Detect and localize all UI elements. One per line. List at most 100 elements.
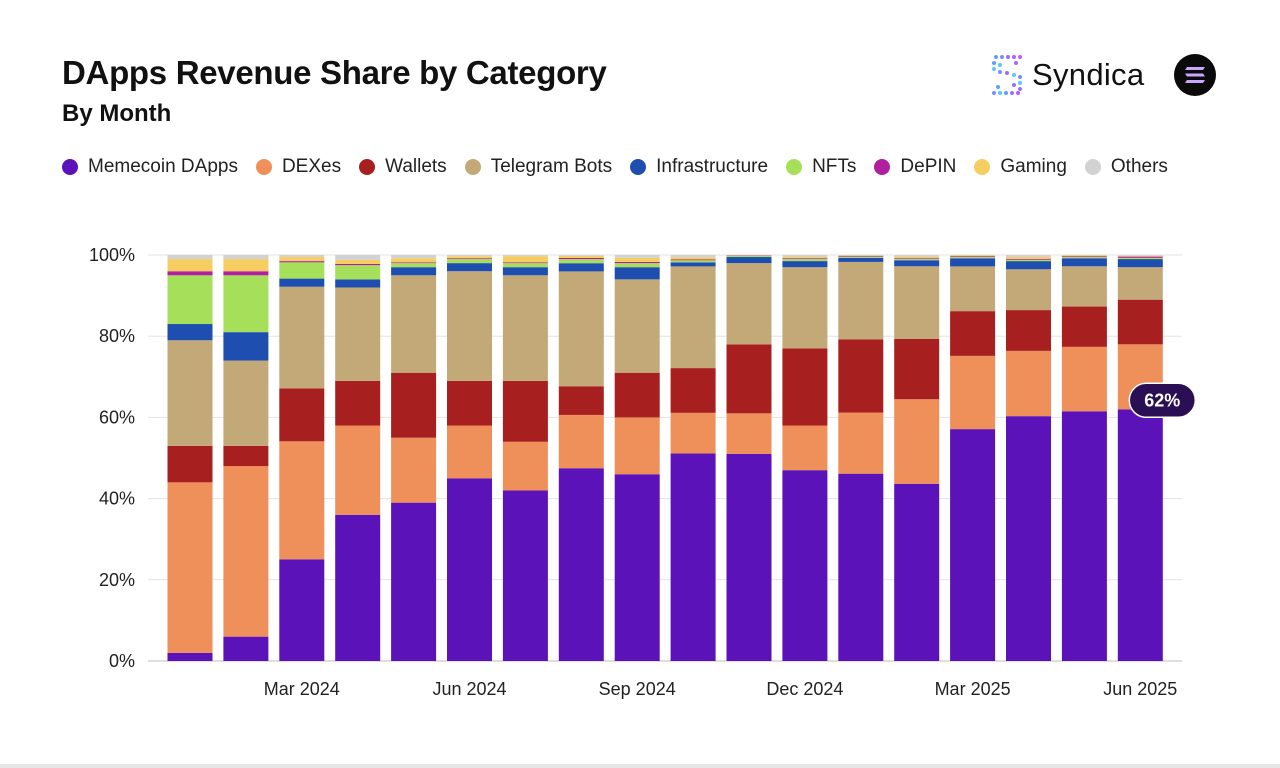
bar-segment	[726, 263, 772, 345]
bar-segment	[670, 260, 716, 263]
bar-segment	[1117, 255, 1163, 256]
bar-segment	[614, 417, 660, 475]
bar-segment	[335, 255, 381, 260]
legend-item: NFTs	[786, 156, 856, 178]
bar-segment	[1117, 257, 1163, 260]
bar-segment	[838, 473, 884, 661]
legend-item: DEXes	[255, 156, 341, 178]
legend-swatch	[464, 159, 481, 175]
bar-segment	[1117, 299, 1163, 345]
bar-segment	[167, 324, 213, 341]
bar-segment	[838, 339, 884, 413]
legend-swatch	[1084, 159, 1101, 175]
bar-segment	[223, 360, 269, 446]
bar-segment	[1061, 411, 1107, 661]
bar-segment	[950, 255, 996, 257]
bar-segment	[447, 271, 492, 381]
bar-segment	[726, 413, 772, 454]
legend-swatch	[874, 159, 891, 175]
legend-label: Gaming	[1000, 156, 1067, 177]
bar-segment	[447, 380, 492, 426]
bar-segment	[894, 258, 940, 260]
bar-segment	[726, 255, 772, 258]
bar-segment	[782, 257, 828, 259]
bar-segment	[447, 263, 492, 272]
bar-segment	[726, 344, 772, 414]
bar-segment	[894, 266, 940, 339]
bar-segment	[558, 255, 604, 256]
x-tick-label: Jun 2025	[1103, 679, 1177, 699]
bar-segment	[1006, 259, 1051, 262]
legend-item: Others	[1084, 156, 1168, 178]
bar-segment	[279, 388, 325, 442]
bar-segment	[335, 279, 381, 288]
bar-segment	[1061, 306, 1107, 347]
bar-segment	[502, 275, 548, 381]
bar-segment	[447, 258, 492, 260]
bar-segment	[502, 490, 548, 661]
bar-segment	[1006, 310, 1051, 351]
bar-segment	[1117, 409, 1163, 661]
bar-segment	[670, 257, 716, 260]
bar-segment	[1117, 259, 1163, 268]
bar-segment	[950, 256, 996, 258]
bar-segment	[670, 259, 716, 261]
bar-segment	[670, 255, 716, 258]
bar-segment	[558, 257, 604, 260]
bar-segment	[447, 425, 492, 479]
bar-segment	[167, 340, 213, 446]
legend-label: Telegram Bots	[490, 156, 613, 177]
bar-segment	[558, 263, 604, 272]
bar-segment	[558, 414, 604, 469]
legend-label: DePIN	[900, 156, 957, 177]
legend-swatch	[630, 159, 647, 175]
bar-segment	[614, 257, 660, 262]
x-tick-label: Mar 2025	[935, 679, 1011, 699]
bar-segment	[614, 474, 660, 661]
bar-segment	[223, 445, 269, 467]
bar-segment	[782, 261, 828, 268]
legend-item: Wallets	[359, 156, 447, 178]
bar-segment	[223, 466, 269, 637]
bar-segment	[670, 368, 716, 413]
bar-segment	[1006, 269, 1051, 311]
solana-logo-icon	[1174, 54, 1216, 96]
brand-name: Syndica	[1032, 57, 1145, 92]
legend-swatch	[255, 159, 272, 175]
bar-segment	[614, 255, 660, 258]
legend-item: Infrastructure	[630, 156, 768, 178]
bar-segment	[391, 255, 437, 259]
bar-segment	[502, 255, 548, 257]
bar-segment	[782, 348, 828, 426]
bar-segment	[670, 266, 716, 369]
legend-item: Telegram Bots	[464, 156, 613, 178]
bar-segment	[1061, 346, 1107, 412]
bar-segment	[279, 261, 325, 263]
bar-segment	[614, 261, 660, 264]
legend-item: DePIN	[874, 156, 956, 178]
bar-segment	[782, 267, 828, 349]
annotation-pill	[1128, 382, 1197, 419]
bar-segment	[167, 445, 213, 483]
bar-segment	[223, 259, 269, 272]
bar-segment	[614, 279, 660, 373]
bar-segment	[1006, 255, 1051, 258]
bar-segment	[1061, 256, 1107, 258]
bar-segment	[223, 332, 269, 361]
bar-segment	[782, 259, 828, 262]
bar-segment	[838, 412, 884, 474]
annotation-label: 62%	[1144, 390, 1180, 410]
bar-segment	[1006, 261, 1051, 270]
legend-item: Memecoin DApps	[62, 156, 238, 178]
bar-segment	[167, 275, 213, 325]
x-tick-label: Dec 2024	[766, 679, 843, 699]
bar-segment	[447, 259, 492, 264]
bar-segment	[391, 267, 437, 276]
bar-segment	[894, 259, 940, 261]
chart-legend: Memecoin DApps DEXes Wallets Telegram Bots I…	[62, 156, 1186, 178]
bar-segment	[782, 425, 828, 471]
bar-segment	[167, 271, 213, 276]
bar-segment	[391, 262, 437, 264]
bar-segment	[894, 338, 940, 400]
